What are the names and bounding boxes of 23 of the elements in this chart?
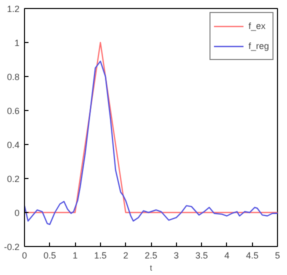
legend-label: f_reg [248, 41, 269, 51]
y-tick-label: -0.2 [4, 242, 20, 252]
y-tick-label: 1 [14, 38, 20, 48]
y-tick-label: 0.4 [6, 140, 20, 150]
x-tick-label: 3 [174, 250, 179, 260]
x-tick-label: 2.5 [144, 250, 158, 260]
x-tick-label: 5 [274, 250, 280, 260]
y-tick-label: 0.8 [6, 72, 20, 82]
x-tick-label: 2 [123, 250, 128, 260]
x-tick-label: 1 [72, 250, 78, 260]
x-tick-label: 0 [22, 250, 28, 260]
y-tick-label: 0.2 [6, 174, 20, 184]
y-tick-label: 0 [14, 208, 20, 218]
y-tick-label: 1.2 [6, 4, 20, 14]
x-axis-title: t [150, 264, 153, 272]
x-tick-label: 1.5 [94, 250, 107, 260]
x-tick-label: 0.5 [44, 250, 56, 260]
y-tick-label: 0.6 [6, 106, 20, 116]
x-tick-label: 4.5 [246, 250, 258, 260]
x-tick-label: 4 [224, 250, 230, 260]
legend-label: f_ex [248, 21, 266, 31]
x-tick-label: 3.5 [195, 250, 208, 260]
line-series [24, 60, 278, 225]
